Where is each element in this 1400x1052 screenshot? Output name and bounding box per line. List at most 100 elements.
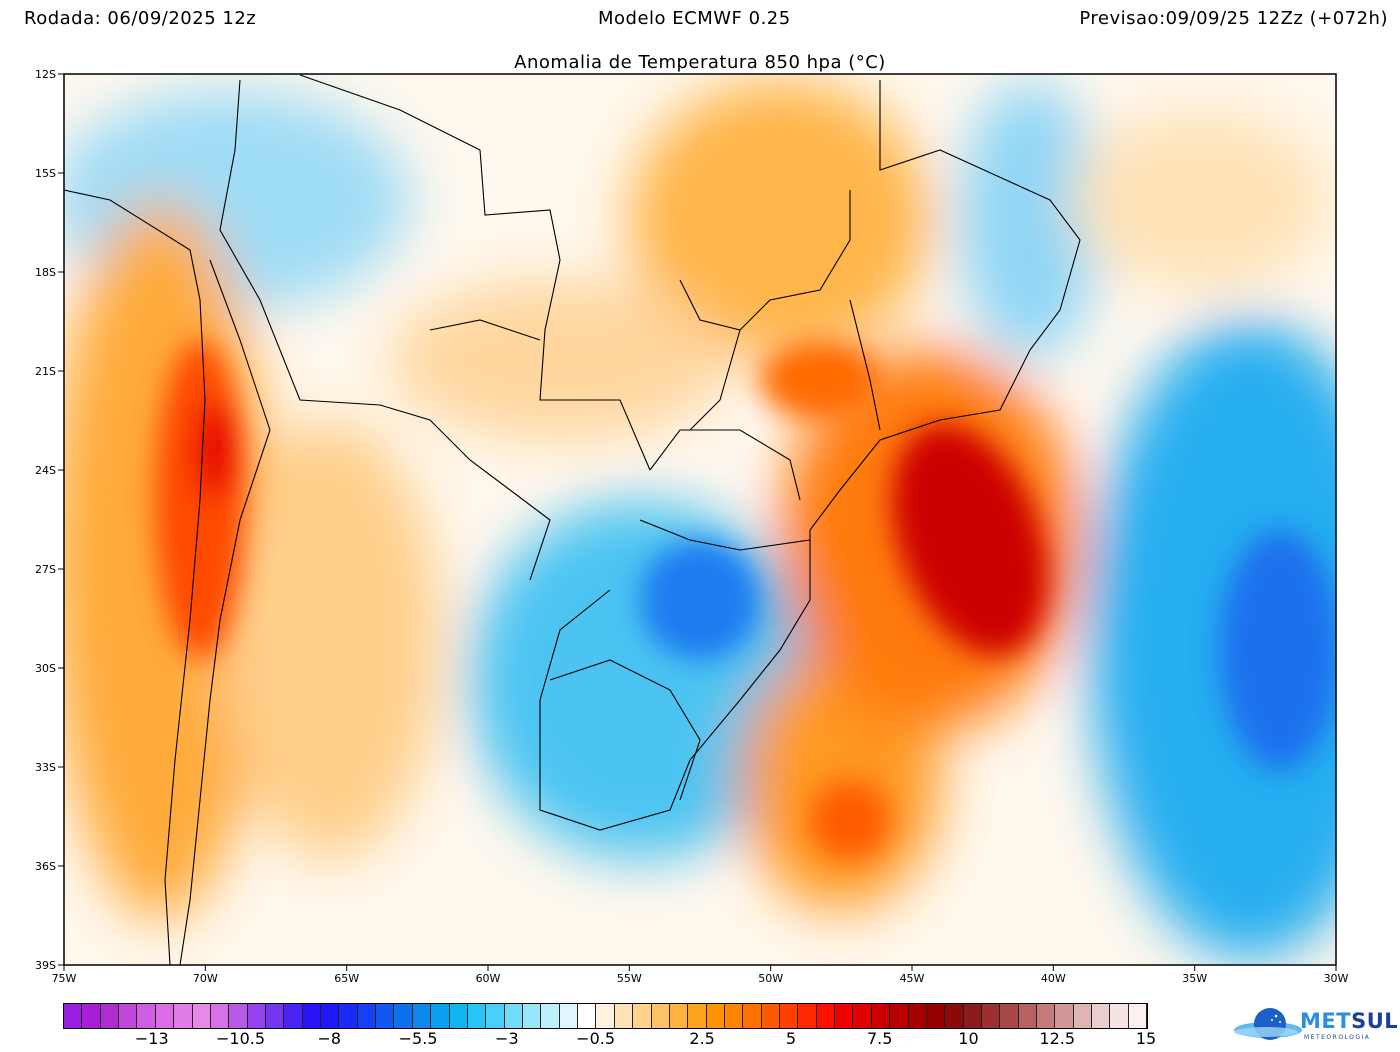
lat-tick-label: 39S xyxy=(35,959,56,972)
colorbar-swatch xyxy=(247,1004,266,1028)
colorbar xyxy=(63,1003,1148,1029)
colorbar-swatch xyxy=(265,1004,285,1028)
map-frame xyxy=(63,73,1337,966)
colorbar-swatch xyxy=(82,1004,101,1028)
latitude-axis: 12S 15S 18S 21S 24S 27S 30S 33S 36S 39S xyxy=(35,68,64,972)
colorbar-swatch xyxy=(284,1004,303,1028)
colorbar-swatch xyxy=(486,1004,505,1028)
colorbar-swatch xyxy=(155,1004,175,1028)
colorbar-swatch xyxy=(192,1004,211,1028)
anomaly-cold-east-north xyxy=(960,80,1100,360)
colorbar-swatch xyxy=(137,1004,156,1028)
lon-tick-label: 60W xyxy=(476,972,501,985)
anomaly-max-ocean xyxy=(892,424,1048,656)
anomaly-cold-atlantic xyxy=(1090,320,1336,960)
colorbar-swatch xyxy=(926,1004,946,1028)
colorbar-label: 5 xyxy=(785,1029,796,1048)
lat-tick-label: 18S xyxy=(35,266,56,279)
colorbar-swatch xyxy=(835,1004,854,1028)
colorbar-swatch xyxy=(302,1004,322,1028)
colorbar-swatch xyxy=(467,1004,487,1028)
colorbar-label: −3 xyxy=(495,1029,519,1048)
temperature-anomaly-map: 12S 15S 18S 21S 24S 27S 30S 33S 36S 39S 75W 70W 65W… xyxy=(35,68,1349,985)
colorbar-swatch xyxy=(706,1004,725,1028)
colorbar-swatch xyxy=(614,1004,634,1028)
colorbar-label: 10 xyxy=(958,1029,979,1048)
lat-tick-label: 30S xyxy=(35,662,56,675)
colorbar-swatch xyxy=(908,1004,927,1028)
colorbar-swatch xyxy=(1110,1004,1129,1028)
lat-tick-label: 15S xyxy=(35,167,56,180)
coastline-pacific xyxy=(64,189,206,965)
lon-tick-label: 45W xyxy=(900,972,925,985)
lon-tick-label: 70W xyxy=(193,972,218,985)
anomaly-warm-central xyxy=(220,420,440,860)
colorbar-swatch xyxy=(1055,1004,1074,1028)
colorbar-swatch xyxy=(1000,1004,1019,1028)
lon-tick-label: 50W xyxy=(758,972,783,985)
anomaly-warm-brazil-north xyxy=(630,80,930,360)
colorbar-swatch xyxy=(945,1004,964,1028)
colorbar-swatch xyxy=(357,1004,377,1028)
colorbar-swatch xyxy=(633,1004,652,1028)
colorbar-swatch xyxy=(578,1004,597,1028)
lon-tick-label: 75W xyxy=(52,972,77,985)
colorbar-label: −13 xyxy=(134,1029,169,1048)
colorbar-swatch xyxy=(669,1004,689,1028)
border-bolivia xyxy=(219,79,551,581)
colorbar-swatch xyxy=(394,1004,413,1028)
colorbar-swatch xyxy=(596,1004,615,1028)
colorbar-swatch xyxy=(504,1004,523,1028)
metsul-logo: METSUL METEOROLOGIA xyxy=(1232,1006,1398,1046)
logo-subtitle: METEOROLOGIA xyxy=(1304,1034,1371,1041)
model-label: Modelo ECMWF 0.25 xyxy=(598,8,791,29)
lon-tick-label: 35W xyxy=(1182,972,1207,985)
colorbar-label: 15 xyxy=(1135,1029,1157,1048)
lat-tick-label: 12S xyxy=(35,68,56,81)
colorbar-swatch xyxy=(1128,1004,1148,1028)
anomaly-warm-interior xyxy=(390,280,730,440)
border-brazil-argentina xyxy=(639,519,811,551)
colorbar-swatch xyxy=(541,1004,560,1028)
colorbar-swatch xyxy=(963,1004,982,1028)
colorbar-label: 12.5 xyxy=(1039,1029,1076,1048)
colorbar-swatch xyxy=(853,1004,872,1028)
map-title: Anomalia de Temperatura 850 hpa (°C) xyxy=(514,52,886,73)
country-borders xyxy=(64,74,1081,965)
colorbar-swatch xyxy=(761,1004,781,1028)
logo-text-met: MET xyxy=(1300,1009,1352,1033)
colorbar-swatch xyxy=(100,1004,120,1028)
border-states xyxy=(679,190,881,431)
border-uruguay xyxy=(549,659,701,801)
colorbar-swatch xyxy=(522,1004,542,1028)
lat-tick-label: 36S xyxy=(35,860,56,873)
colorbar-swatch xyxy=(339,1004,358,1028)
colorbar-swatch xyxy=(229,1004,248,1028)
colorbar-swatch xyxy=(724,1004,744,1028)
lat-tick-label: 27S xyxy=(35,563,56,576)
colorbar-swatch xyxy=(651,1004,670,1028)
colorbar-swatch xyxy=(174,1004,193,1028)
colorbar-swatch xyxy=(119,1004,138,1028)
border-andes xyxy=(179,259,271,965)
colorbar-label: 2.5 xyxy=(689,1029,715,1048)
colorbar-swatch xyxy=(210,1004,230,1028)
colorbar-swatch xyxy=(321,1004,340,1028)
lat-tick-label: 24S xyxy=(35,464,56,477)
colorbar-label: 7.5 xyxy=(866,1029,893,1048)
lat-tick-label: 21S xyxy=(35,365,56,378)
colorbar-label: −5.5 xyxy=(398,1029,438,1048)
colorbar-swatch xyxy=(780,1004,799,1028)
border-brazil-bolivia xyxy=(299,74,651,471)
lon-tick-label: 40W xyxy=(1041,972,1066,985)
lon-tick-label: 65W xyxy=(334,972,359,985)
colorbar-label: −8 xyxy=(317,1029,342,1048)
forecast-label: Previsao:09/09/25 12Zz (+072h) xyxy=(1079,8,1388,29)
lon-tick-label: 55W xyxy=(617,972,642,985)
border-paraguay xyxy=(429,319,801,501)
colorbar-swatch xyxy=(871,1004,891,1028)
colorbar-swatch xyxy=(798,1004,817,1028)
colorbar-swatch xyxy=(64,1004,83,1028)
colorbar-swatch xyxy=(376,1004,395,1028)
colorbar-swatch xyxy=(559,1004,579,1028)
